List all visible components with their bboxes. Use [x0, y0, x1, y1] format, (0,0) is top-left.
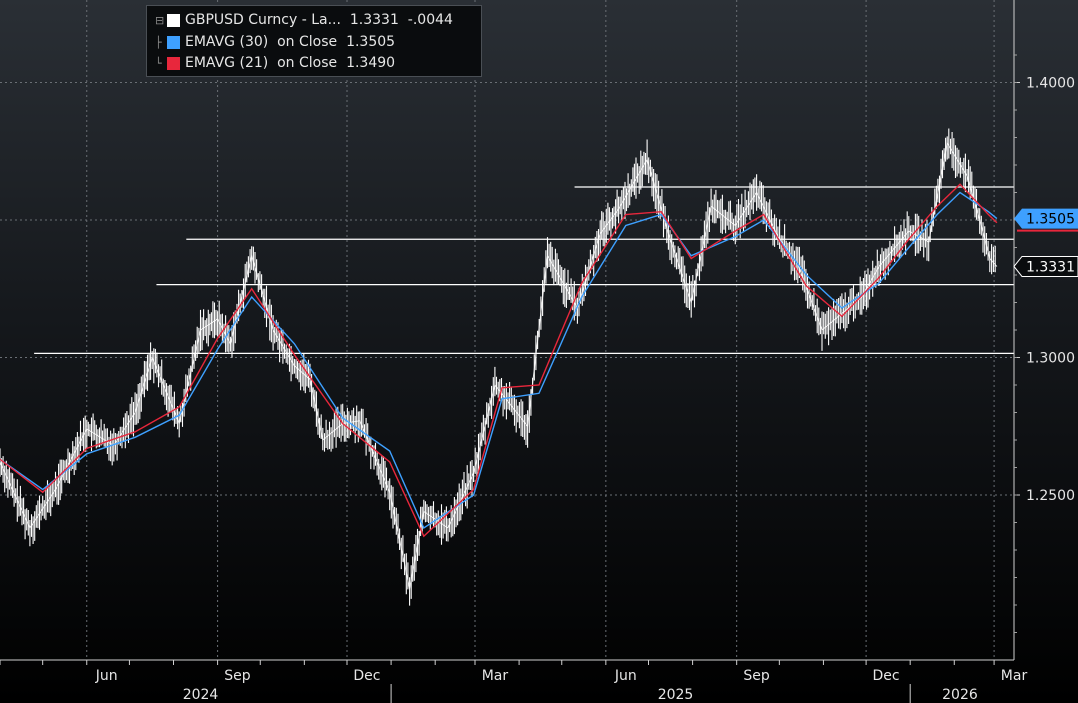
ema-series	[0, 183, 998, 538]
price-series	[0, 128, 998, 606]
ema30-value-tag: 1.3505	[1014, 208, 1078, 232]
legend-label: EMAVG (30) on Close	[185, 34, 338, 50]
grid-lines	[0, 0, 1014, 660]
tag-background	[1013, 255, 1078, 277]
legend-entry-ema21: └ EMAVG (21) on Close 1.3490	[155, 53, 395, 73]
legend-swatch-price	[167, 13, 180, 27]
ema21-line	[0, 183, 998, 538]
chart-legend: ⊟ GBPUSD Curncy - La... 1.3331 -.0044 ├ …	[146, 5, 482, 77]
x-month-label: Sep	[743, 668, 770, 684]
x-month-label: Dec	[872, 668, 899, 684]
legend-value: 1.3331	[349, 12, 399, 28]
price-line	[0, 141, 998, 589]
x-year-label: 2024	[183, 687, 219, 703]
collapse-icon[interactable]: ⊟	[155, 13, 165, 27]
y-tick-label: 1.4000	[1026, 76, 1075, 92]
legend-label: EMAVG (21) on Close	[185, 55, 338, 71]
x-year-label: 2025	[658, 687, 694, 703]
reference-lines	[34, 186, 1014, 354]
x-month-label: Jun	[614, 668, 637, 684]
legend-label: GBPUSD Curncy - La...	[185, 12, 341, 28]
legend-value: 1.3505	[346, 34, 396, 50]
legend-entry-ema30: ├ EMAVG (30) on Close 1.3505	[155, 32, 395, 52]
last-price-tag: 1.3331	[1013, 255, 1078, 277]
legend-entry-price: ⊟ GBPUSD Curncy - La... 1.3331 -.0044	[155, 10, 453, 30]
x-month-label: Jun	[95, 668, 118, 684]
x-month-label: Mar	[482, 668, 509, 684]
y-tick-label: 1.2500	[1026, 488, 1075, 504]
tag-background	[1014, 208, 1078, 229]
y-tick-label: 1.3000	[1026, 351, 1075, 367]
legend-swatch-ema21	[167, 56, 180, 70]
legend-swatch-ema30	[167, 35, 180, 49]
axis-value-tags: 1.3505 1.3331	[1013, 208, 1078, 277]
x-year-label: 2026	[942, 687, 978, 703]
legend-change: -.0044	[407, 12, 453, 28]
legend-value: 1.3490	[346, 55, 396, 71]
x-month-label: Sep	[224, 668, 251, 684]
tree-branch-icon: ├	[155, 35, 162, 49]
ema30-line	[0, 191, 998, 530]
tag-text: 1.3505	[1026, 212, 1075, 228]
tree-branch-end-icon: └	[155, 56, 162, 70]
x-month-label: Mar	[1001, 668, 1028, 684]
tag-text: 1.3331	[1026, 259, 1075, 275]
x-month-label: Dec	[353, 668, 380, 684]
